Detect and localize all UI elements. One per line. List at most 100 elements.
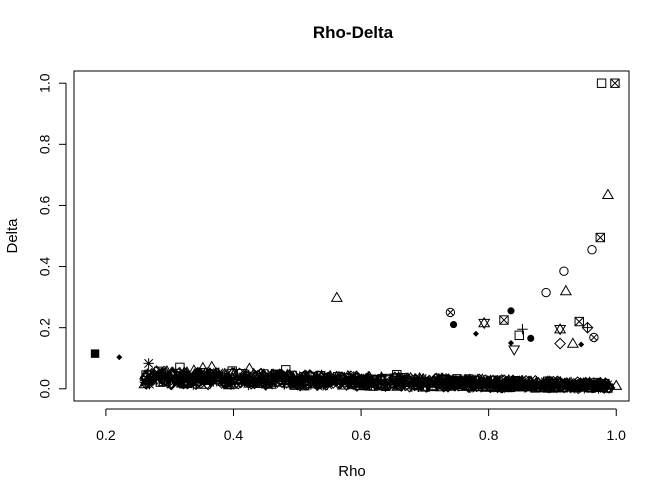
data-point	[455, 378, 466, 389]
data-point	[201, 375, 212, 385]
data-point	[299, 376, 312, 388]
data-point	[581, 321, 594, 334]
data-point	[278, 370, 289, 381]
x-tick-label: 0.2	[96, 427, 116, 443]
data-point	[331, 372, 344, 385]
data-point	[159, 366, 172, 377]
data-point	[145, 367, 158, 380]
data-point	[392, 370, 402, 380]
data-point	[462, 379, 475, 390]
data-point	[541, 287, 551, 298]
data-point	[471, 381, 482, 392]
data-point	[161, 372, 172, 383]
data-point	[149, 365, 162, 378]
data-point	[379, 380, 392, 392]
y-axis-label: Delta	[4, 218, 21, 254]
data-point	[602, 381, 615, 394]
data-point	[574, 316, 584, 327]
data-point	[279, 378, 290, 389]
data-point	[568, 379, 579, 391]
data-point	[350, 377, 362, 389]
data-point	[547, 378, 559, 389]
data-point	[579, 376, 592, 388]
data-point	[345, 373, 356, 384]
data-point	[249, 370, 262, 382]
data-point	[241, 371, 253, 382]
data-point	[266, 368, 277, 380]
data-point	[508, 345, 521, 356]
chart-title: Rho-Delta	[313, 23, 394, 42]
data-point	[253, 370, 265, 383]
data-point	[193, 367, 206, 378]
data-point	[554, 380, 567, 393]
data-point	[410, 379, 423, 390]
data-point	[514, 330, 524, 341]
data-point	[559, 284, 572, 296]
data-point	[141, 370, 151, 380]
plot-area-border	[73, 70, 630, 402]
data-point	[171, 368, 181, 379]
data-point	[323, 370, 336, 383]
data-point	[445, 307, 456, 318]
data-point	[429, 376, 441, 388]
data-point	[572, 378, 585, 390]
data-point	[595, 232, 605, 243]
data-point	[324, 369, 337, 381]
x-tick-label: 0.6	[351, 427, 371, 443]
data-point	[505, 377, 518, 389]
data-point	[240, 374, 253, 387]
y-tick-label: 1.0	[37, 73, 53, 93]
data-point	[438, 378, 450, 390]
data-point	[139, 377, 151, 388]
data-point	[158, 373, 170, 384]
y-tick-label: 0.4	[37, 257, 53, 277]
y-tick-label: 0.2	[37, 318, 53, 338]
data-point	[566, 337, 579, 348]
data-point	[565, 382, 577, 393]
data-point	[546, 376, 558, 389]
data-point	[116, 354, 123, 361]
data-point	[457, 379, 468, 391]
data-point	[610, 379, 623, 390]
data-point	[281, 365, 291, 375]
data-point	[208, 376, 219, 387]
data-point	[395, 380, 408, 392]
data-point	[143, 358, 154, 369]
data-point	[449, 321, 458, 329]
data-point	[396, 380, 408, 391]
data-point	[148, 375, 159, 386]
data-point	[599, 377, 612, 390]
data-point	[368, 378, 381, 390]
data-point	[512, 379, 524, 391]
data-point	[538, 379, 551, 390]
data-point	[228, 374, 240, 386]
data-point	[507, 307, 515, 315]
data-point	[491, 381, 504, 394]
data-point	[257, 370, 270, 383]
data-point	[482, 375, 493, 386]
data-point	[554, 323, 567, 336]
y-tick-label: 0.0	[37, 379, 53, 399]
x-tick-label: 1.0	[607, 427, 627, 443]
data-point	[479, 380, 491, 391]
data-point	[330, 291, 343, 302]
data-point	[266, 378, 278, 390]
data-point	[220, 377, 232, 389]
data-point	[205, 360, 218, 371]
y-axis: 0.0 0.2 0.4 0.6 0.8 1.0	[37, 73, 67, 399]
data-point	[375, 371, 388, 382]
data-point	[227, 366, 237, 376]
data-point	[499, 315, 509, 325]
data-point	[187, 364, 201, 375]
data-point	[506, 381, 517, 392]
data-point	[534, 381, 547, 392]
data-point	[601, 188, 615, 199]
data-point	[317, 380, 329, 391]
data-point	[523, 379, 535, 390]
data-point	[179, 372, 190, 383]
data-point	[294, 371, 305, 382]
data-point	[589, 332, 599, 343]
x-axis-label: Rho	[338, 463, 366, 480]
data-point	[298, 369, 311, 380]
x-axis: 0.2 0.4 0.6 0.8 1.0	[96, 408, 627, 443]
